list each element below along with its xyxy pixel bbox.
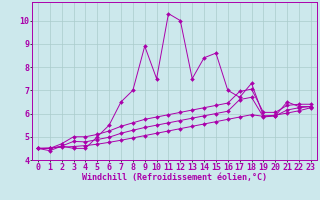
X-axis label: Windchill (Refroidissement éolien,°C): Windchill (Refroidissement éolien,°C) [82,173,267,182]
